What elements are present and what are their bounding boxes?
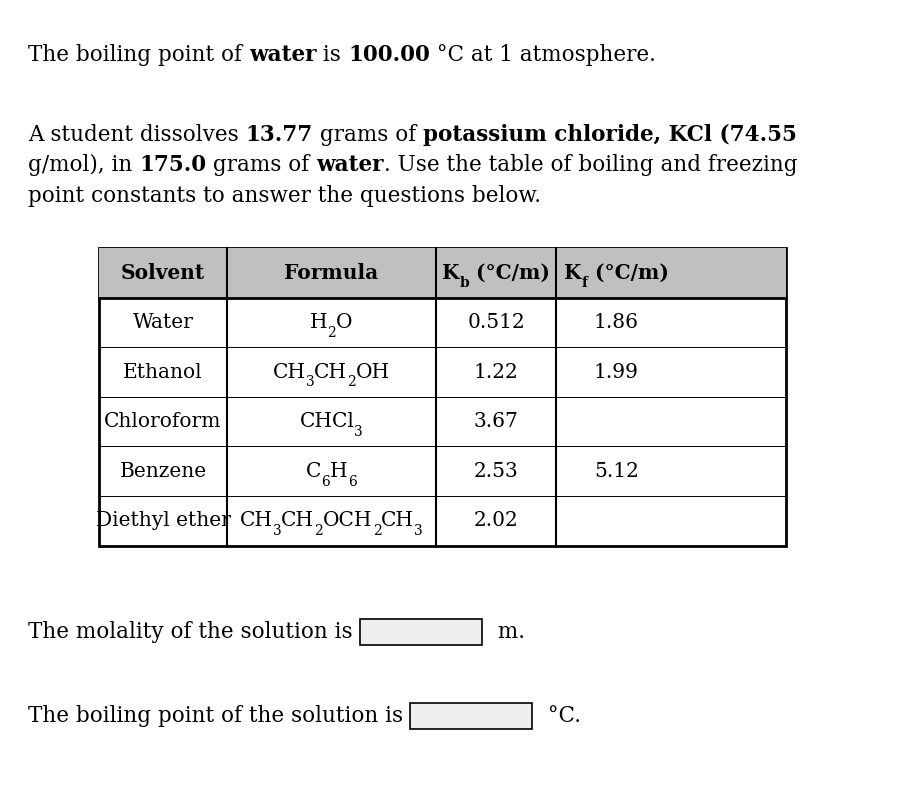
Text: g/mol), in: g/mol), in bbox=[28, 154, 139, 177]
Text: 2: 2 bbox=[347, 375, 356, 390]
Text: Formula: Formula bbox=[284, 263, 378, 283]
Text: CH: CH bbox=[381, 511, 414, 530]
Text: °C at 1 atmosphere.: °C at 1 atmosphere. bbox=[430, 44, 656, 66]
Text: 1.86: 1.86 bbox=[593, 313, 638, 332]
Text: CH: CH bbox=[272, 362, 305, 382]
Text: 2: 2 bbox=[372, 524, 381, 538]
Text: 1.22: 1.22 bbox=[473, 362, 518, 382]
Text: 100.00: 100.00 bbox=[348, 44, 430, 66]
Text: Diethyl ether: Diethyl ether bbox=[96, 511, 230, 530]
Text: Benzene: Benzene bbox=[119, 462, 206, 481]
Text: 1.99: 1.99 bbox=[593, 362, 638, 382]
Text: 13.77: 13.77 bbox=[246, 124, 312, 146]
Text: 3: 3 bbox=[354, 425, 363, 439]
Text: 3.67: 3.67 bbox=[473, 412, 518, 431]
Text: 3: 3 bbox=[414, 524, 423, 538]
Text: 2.53: 2.53 bbox=[473, 462, 518, 481]
Text: 2.02: 2.02 bbox=[473, 511, 518, 530]
Text: O: O bbox=[336, 313, 352, 332]
Text: A student dissolves: A student dissolves bbox=[28, 124, 246, 146]
Text: 2: 2 bbox=[314, 524, 322, 538]
Bar bbox=[99, 248, 786, 298]
Text: point constants to answer the questions below.: point constants to answer the questions … bbox=[28, 185, 540, 207]
Bar bbox=[410, 703, 532, 729]
Text: CHCl: CHCl bbox=[299, 412, 354, 431]
Text: H: H bbox=[310, 313, 327, 332]
Text: (°C/m): (°C/m) bbox=[469, 263, 550, 283]
Text: 6: 6 bbox=[321, 474, 330, 489]
Text: CH: CH bbox=[281, 511, 314, 530]
Text: grams of: grams of bbox=[312, 124, 423, 146]
Text: OH: OH bbox=[356, 362, 390, 382]
Bar bbox=[359, 619, 481, 645]
Text: Solvent: Solvent bbox=[121, 263, 205, 283]
Text: The boiling point of the solution is: The boiling point of the solution is bbox=[28, 705, 410, 727]
Text: K: K bbox=[563, 263, 582, 283]
Text: 3: 3 bbox=[305, 375, 314, 390]
Text: OCH: OCH bbox=[322, 511, 372, 530]
Text: b: b bbox=[460, 276, 469, 290]
Text: Chloroform: Chloroform bbox=[104, 412, 221, 431]
Text: CH: CH bbox=[314, 362, 347, 382]
Text: 6: 6 bbox=[348, 474, 356, 489]
Text: 2: 2 bbox=[327, 326, 336, 340]
Text: Water: Water bbox=[133, 313, 193, 332]
Text: The molality of the solution is: The molality of the solution is bbox=[28, 621, 359, 643]
Text: 5.12: 5.12 bbox=[593, 462, 638, 481]
Text: m.: m. bbox=[490, 621, 524, 643]
Text: CH: CH bbox=[239, 511, 273, 530]
Text: 3: 3 bbox=[273, 524, 281, 538]
Text: potassium chloride, KCl (74.55: potassium chloride, KCl (74.55 bbox=[423, 124, 796, 146]
Text: is: is bbox=[316, 44, 348, 66]
Text: H: H bbox=[330, 462, 348, 481]
Text: Ethanol: Ethanol bbox=[123, 362, 202, 382]
Text: C: C bbox=[306, 462, 321, 481]
Text: . Use the table of boiling and freezing: . Use the table of boiling and freezing bbox=[384, 154, 796, 177]
Text: °C.: °C. bbox=[541, 705, 581, 727]
Text: f: f bbox=[582, 276, 587, 290]
Text: (°C/m): (°C/m) bbox=[587, 263, 668, 283]
Text: grams of: grams of bbox=[206, 154, 316, 177]
Text: K: K bbox=[442, 263, 460, 283]
Text: water: water bbox=[248, 44, 316, 66]
Bar bbox=[99, 248, 786, 546]
Text: 175.0: 175.0 bbox=[139, 154, 206, 177]
Text: The boiling point of: The boiling point of bbox=[28, 44, 248, 66]
Text: 0.512: 0.512 bbox=[467, 313, 525, 332]
Text: water: water bbox=[316, 154, 384, 177]
